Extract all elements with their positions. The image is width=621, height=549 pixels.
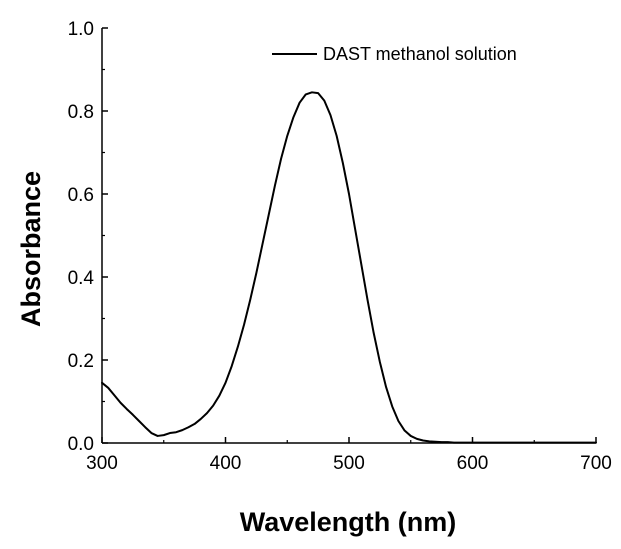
series-line-0 [101, 91, 597, 444]
x-ticks: 300 400 500 600 700 [86, 437, 612, 474]
legend: DAST methanol solution [272, 44, 517, 64]
series-layer [101, 91, 597, 444]
y-tick-label-0.4: 0.4 [68, 268, 95, 289]
x-tick-label-300: 300 [86, 453, 118, 474]
y-tick-label-0.6: 0.6 [68, 185, 94, 206]
x-tick-label-700: 700 [580, 453, 612, 474]
y-tick-label-0.8: 0.8 [68, 102, 94, 123]
x-axis-title: Wavelength (nm) [240, 507, 457, 537]
legend-label: DAST methanol solution [323, 44, 517, 64]
plot-frame [101, 28, 596, 444]
y-axis-title: Absorbance [16, 171, 46, 327]
y-tick-label-1.0: 1.0 [68, 19, 94, 40]
y-tick-label-0.0: 0.0 [68, 434, 94, 455]
y-tick-label-0.2: 0.2 [68, 351, 94, 372]
x-tick-label-400: 400 [210, 453, 242, 474]
x-tick-label-600: 600 [457, 453, 489, 474]
x-tick-label-500: 500 [333, 453, 365, 474]
y-ticks: 0.0 0.2 0.4 0.6 0.8 1.0 [68, 19, 108, 455]
